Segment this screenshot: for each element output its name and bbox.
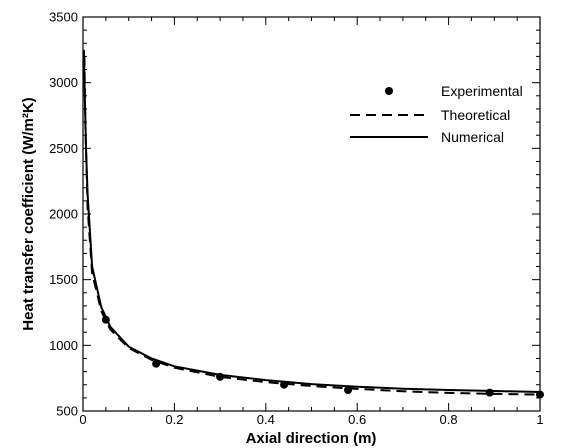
data-point-experimental xyxy=(344,385,353,394)
series-points xyxy=(101,315,544,399)
x-tick-label: 0 xyxy=(79,412,86,427)
x-tick-label: 1 xyxy=(536,412,543,427)
legend-marker-experimental xyxy=(385,87,393,95)
x-axis-title: Axial direction (m) xyxy=(246,430,377,447)
x-tick-label: 0.8 xyxy=(440,412,458,427)
y-tick-label: 1500 xyxy=(49,272,78,287)
y-tick-label: 2500 xyxy=(49,141,78,156)
legend-label-theoretical: Theoretical xyxy=(441,107,510,123)
y-tick-label: 3000 xyxy=(49,75,78,90)
y-tick-label: 1000 xyxy=(49,338,78,353)
x-tick-label: 0.2 xyxy=(165,412,183,427)
data-point-experimental xyxy=(485,388,494,397)
series-line-numerical xyxy=(82,49,541,393)
legend-label-experimental: Experimental xyxy=(441,83,523,99)
data-point-experimental xyxy=(101,315,110,324)
series-lines xyxy=(82,49,541,396)
y-tick-label: 2000 xyxy=(49,207,78,222)
axis-ticks xyxy=(82,16,541,412)
y-axis-title: Heat transfer coefficient (W/m²K) xyxy=(20,97,37,330)
x-tick-label: 0.6 xyxy=(348,412,366,427)
legend-label-numerical: Numerical xyxy=(441,129,504,145)
axis-tick-labels: 0 0.2 0.4 0.6 0.8 150010001500200025003000350… xyxy=(49,10,544,428)
x-tick-label: 0.4 xyxy=(257,412,275,427)
data-point-experimental xyxy=(536,390,544,399)
legend: Experimental Theoretical Numerical xyxy=(350,83,523,145)
plot-area xyxy=(82,16,541,412)
data-point-experimental xyxy=(280,380,289,389)
data-point-experimental xyxy=(152,359,161,368)
y-tick-label: 500 xyxy=(56,404,78,419)
y-tick-label: 3500 xyxy=(49,10,78,25)
data-point-experimental xyxy=(216,372,225,381)
